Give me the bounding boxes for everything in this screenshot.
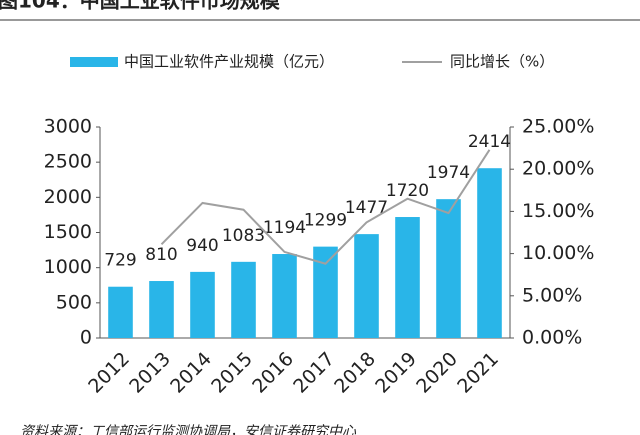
y-tick-label: 1000 (44, 256, 92, 278)
y2-tick-label: 10.00% (522, 242, 594, 264)
data-label: 2414 (468, 132, 511, 152)
chart-title: 图104：中国工业软件市场规模 (0, 0, 281, 13)
y2-tick-label: 25.00% (522, 116, 594, 138)
y2-tick-label: 15.00% (522, 200, 594, 222)
bar (395, 217, 420, 338)
y-tick-label: 500 (56, 291, 92, 313)
bar (149, 281, 174, 338)
data-label: 1974 (427, 163, 470, 183)
data-label: 1194 (263, 218, 306, 238)
x-tick-label: 2012 (84, 348, 134, 398)
data-label: 1083 (222, 226, 265, 246)
y-tick-label: 3000 (44, 116, 92, 138)
y-tick-label: 2000 (44, 186, 92, 208)
legend-label: 同比增长（%） (450, 53, 554, 71)
source-note: 资料来源：工信部运行监测协调局，安信证券研究中心 (20, 424, 357, 435)
x-tick-label: 2014 (166, 348, 216, 398)
data-label: 1299 (304, 211, 347, 231)
x-tick-label: 2017 (289, 348, 339, 398)
x-tick-label: 2013 (125, 348, 175, 398)
x-tick-label: 2019 (371, 348, 421, 398)
bar (477, 168, 502, 338)
bar (436, 199, 461, 338)
x-tick-label: 2020 (412, 348, 462, 398)
y-tick-label: 2500 (44, 151, 92, 173)
y2-tick-label: 20.00% (522, 158, 594, 180)
data-label: 1477 (345, 198, 388, 218)
data-label: 940 (186, 236, 218, 256)
bar (354, 234, 379, 338)
data-label: 1720 (386, 181, 429, 201)
bar (108, 286, 133, 338)
x-tick-label: 2021 (453, 348, 503, 398)
bar (231, 261, 256, 338)
x-tick-label: 2016 (248, 348, 298, 398)
y2-tick-label: 5.00% (522, 284, 582, 306)
y-tick-label: 1500 (44, 221, 92, 243)
y2-tick-label: 0.00% (522, 327, 582, 349)
legend-swatch (70, 57, 118, 67)
data-label: 810 (145, 245, 177, 265)
growth-line (160, 149, 491, 265)
y-tick-label: 0 (80, 327, 92, 349)
data-label: 729 (104, 251, 136, 271)
bar (272, 254, 297, 338)
legend-label: 中国工业软件产业规模（亿元） (124, 53, 334, 71)
x-tick-label: 2018 (330, 348, 380, 398)
x-tick-label: 2015 (207, 348, 257, 398)
bar (190, 271, 215, 338)
